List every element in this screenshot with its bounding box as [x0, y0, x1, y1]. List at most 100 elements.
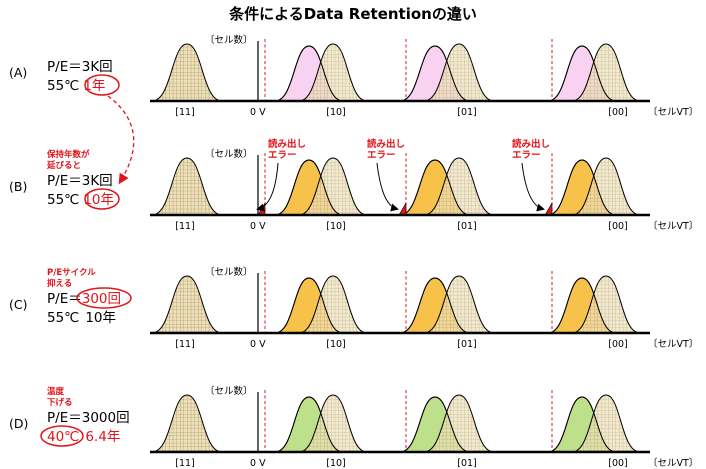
original-distribution — [151, 275, 223, 334]
temp-time: 55℃ 1年 — [47, 78, 105, 94]
original-distribution — [423, 43, 495, 102]
temp-time: 55℃ 10年 — [47, 310, 116, 326]
highlight-circle — [84, 188, 120, 210]
distribution-01 — [399, 394, 495, 453]
pe-cycles: P/E＝300回 — [47, 291, 121, 307]
state-label: [01] — [457, 458, 477, 469]
zero-volt-label: 0 V — [250, 221, 266, 232]
pe-cycles: P/E＝3000回 — [47, 410, 130, 426]
state-label: [01] — [457, 107, 477, 118]
x-axis-label: 〔セルVT〕 — [648, 338, 698, 350]
distribution-00 — [547, 157, 641, 216]
state-label: [00] — [608, 107, 628, 118]
state-label: [11] — [175, 107, 195, 118]
state-label: [10] — [326, 458, 346, 469]
condition-note: P/Eサイクル — [47, 267, 96, 278]
zero-volt-label: 0 V — [250, 339, 266, 350]
state-label: [11] — [175, 458, 195, 469]
original-distribution — [151, 43, 223, 102]
error-arrow — [376, 162, 399, 212]
y-axis-label: 〔セル数〕 — [205, 266, 253, 278]
condition-note: 抑える — [47, 278, 72, 289]
x-axis-label: 〔セルVT〕 — [648, 220, 698, 232]
error-label: エラー — [367, 150, 396, 161]
zero-volt-label: 0 V — [250, 458, 266, 469]
original-distribution — [151, 394, 223, 453]
distribution-10 — [274, 43, 368, 102]
highlight-circle — [84, 74, 120, 96]
error-arrow — [256, 162, 279, 212]
state-label: [00] — [608, 221, 628, 232]
original-distribution — [571, 157, 641, 216]
highlight-circle — [40, 425, 84, 447]
y-axis-label: 〔セル数〕 — [205, 148, 253, 160]
temp-time: 55℃ 10年 — [47, 192, 114, 208]
row-label: (D) — [9, 416, 28, 431]
x-axis-label: 〔セルVT〕 — [648, 106, 698, 118]
temp-time: 40℃ 6.4年 — [47, 429, 120, 445]
distribution-00 — [547, 275, 641, 334]
state-label: [01] — [457, 221, 477, 232]
original-distribution — [298, 275, 368, 334]
original-distribution — [151, 157, 223, 216]
y-axis-label: 〔セル数〕 — [205, 34, 253, 46]
error-region — [398, 201, 407, 216]
error-label: エラー — [268, 150, 297, 161]
distribution-01 — [399, 157, 495, 216]
distribution-00 — [547, 43, 641, 102]
condition-note: 温度 — [47, 386, 65, 397]
transition-arrow — [107, 95, 135, 185]
original-distribution — [423, 157, 495, 216]
distribution-10 — [274, 394, 368, 453]
state-label: [10] — [326, 221, 346, 232]
row-label: (A) — [9, 65, 27, 80]
distribution-11 — [151, 43, 223, 102]
distribution-10 — [274, 275, 368, 334]
original-distribution — [571, 394, 641, 453]
distribution-11 — [151, 157, 223, 216]
distribution-11 — [151, 275, 223, 334]
error-label: 読み出し — [512, 138, 550, 150]
condition-note: 下げる — [47, 397, 73, 408]
state-label: [11] — [175, 221, 195, 232]
diagram-title: 条件によるData Retentionの違い — [228, 5, 477, 23]
x-axis-label: 〔セルVT〕 — [648, 457, 698, 469]
distribution-11 — [151, 394, 223, 453]
error-label: 読み出し — [268, 138, 306, 150]
condition-note: 延びると — [46, 160, 81, 171]
original-distribution — [571, 43, 641, 102]
row-label: (B) — [9, 179, 27, 194]
state-label: [00] — [608, 339, 628, 350]
state-label: [01] — [457, 339, 477, 350]
row-label: (C) — [9, 297, 27, 312]
error-arrow — [521, 162, 545, 212]
original-distribution — [298, 394, 368, 453]
error-label: 読み出し — [367, 138, 405, 150]
zero-volt-label: 0 V — [250, 107, 266, 118]
distribution-00 — [547, 394, 641, 453]
error-label: エラー — [512, 150, 541, 161]
distribution-01 — [399, 275, 495, 334]
pe-cycles: P/E＝3K回 — [47, 173, 113, 189]
state-label: [00] — [608, 458, 628, 469]
highlight-circle — [76, 287, 132, 309]
original-distribution — [298, 43, 368, 102]
state-label: [10] — [326, 107, 346, 118]
state-label: [10] — [326, 339, 346, 350]
distribution-01 — [399, 43, 495, 102]
state-label: [11] — [175, 339, 195, 350]
original-distribution — [423, 394, 495, 453]
original-distribution — [298, 157, 368, 216]
original-distribution — [571, 275, 641, 334]
row-a: (A) P/E＝3K回 55℃ 1年 〔セル数〕 [11] [10] [01] [00] 0 V 〔… — [9, 34, 698, 118]
condition-note: 保持年数が — [46, 149, 90, 160]
y-axis-label: 〔セル数〕 — [205, 385, 253, 397]
distribution-10 — [274, 157, 368, 216]
original-distribution — [423, 275, 495, 334]
error-region — [544, 201, 553, 216]
pe-cycles: P/E＝3K回 — [47, 59, 113, 75]
